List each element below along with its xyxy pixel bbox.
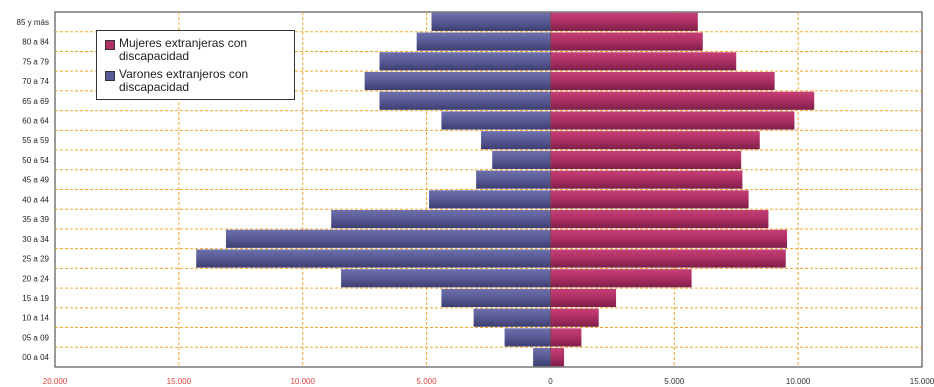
x-tick-label: 15.000: [910, 377, 934, 386]
y-tick-label: 45 a 49: [22, 176, 49, 185]
legend-label-women: Mujeres extranjeras con discapacidad: [119, 36, 248, 63]
bar-men: [331, 210, 551, 229]
legend-label-men: Varones extranjeros con discapacidad: [119, 67, 249, 94]
y-tick-label: 55 a 59: [22, 136, 49, 145]
y-tick-label: 05 a 09: [22, 333, 49, 342]
gridlines: [55, 12, 922, 367]
bar-women: [550, 111, 795, 130]
x-tick-label: 10.000: [290, 377, 315, 386]
y-tick-label: 15 a 19: [22, 294, 49, 303]
bar-men: [225, 229, 551, 248]
bar-men: [341, 269, 551, 288]
y-tick-label: 20 a 24: [22, 274, 49, 283]
bar-women: [550, 288, 617, 308]
bar-men: [379, 91, 551, 110]
bar-women: [550, 131, 760, 150]
x-tick-label: 20.000: [43, 377, 68, 386]
bar-men: [476, 170, 551, 189]
y-tick-label: 50 a 54: [22, 156, 49, 165]
legend-swatch-men: [105, 71, 115, 81]
x-tick-label: 15.000: [167, 377, 192, 386]
legend-item-men: Varones extranjeros con discapacidad: [105, 68, 289, 94]
y-tick-label: 80 a 84: [22, 38, 49, 47]
x-tick-label: 5.000: [664, 377, 685, 386]
y-tick-label: 65 a 69: [22, 97, 49, 106]
bar-women: [550, 170, 743, 189]
bar-men: [473, 308, 551, 327]
bar-women: [550, 229, 787, 248]
bar-men: [504, 328, 551, 347]
y-tick-label: 35 a 39: [22, 215, 49, 224]
bar-men: [429, 190, 551, 209]
legend-item-women: Mujeres extranjeras con discapacidad: [105, 37, 289, 63]
bar-women: [550, 328, 582, 347]
y-tick-label: 85 y más: [17, 18, 49, 27]
y-tick-label: 25 a 29: [22, 255, 49, 264]
bar-women: [550, 150, 742, 169]
bar-men: [416, 32, 551, 51]
y-tick-label: 60 a 64: [22, 116, 49, 125]
y-tick-label: 10 a 14: [22, 314, 49, 323]
y-tick-label: 75 a 79: [22, 57, 49, 66]
y-tick-label: 00 a 04: [22, 353, 49, 362]
bar-women: [550, 348, 565, 367]
bar-men: [441, 111, 551, 130]
y-tick-labels: 85 y más 80 a 84 75 a 79 70 a 74 65 a 69 60 a…: [17, 18, 50, 362]
bar-men: [492, 150, 551, 169]
bar-men: [481, 131, 551, 150]
bar-women: [550, 91, 815, 110]
bar-women: [550, 12, 698, 31]
bar-women: [550, 249, 786, 268]
y-tick-label: 30 a 34: [22, 235, 49, 244]
bar-men: [379, 52, 551, 71]
bar-women: [550, 71, 775, 91]
bar-men: [431, 12, 551, 31]
bar-women: [550, 308, 599, 327]
bar-women: [550, 52, 737, 71]
bar-men: [533, 348, 551, 367]
bar-men: [196, 249, 551, 268]
bars-group: [196, 12, 815, 367]
legend-swatch-women: [105, 40, 115, 50]
y-tick-label: 70 a 74: [22, 77, 49, 86]
bar-women: [550, 210, 769, 229]
y-tick-label: 40 a 44: [22, 195, 49, 204]
x-tick-label: 10.000: [786, 377, 811, 386]
bar-men: [441, 288, 551, 308]
bar-women: [550, 32, 703, 51]
bar-women: [550, 269, 692, 288]
bar-women: [550, 190, 749, 209]
legend: Mujeres extranjeras con discapacidad Var…: [96, 30, 295, 100]
bar-men: [364, 71, 551, 91]
x-tick-label: 0: [548, 377, 553, 386]
x-tick-labels: 20.000 15.000 10.000 5.000 0 5.000 10.000 15.00…: [43, 377, 934, 386]
x-tick-label: 5.000: [417, 377, 438, 386]
